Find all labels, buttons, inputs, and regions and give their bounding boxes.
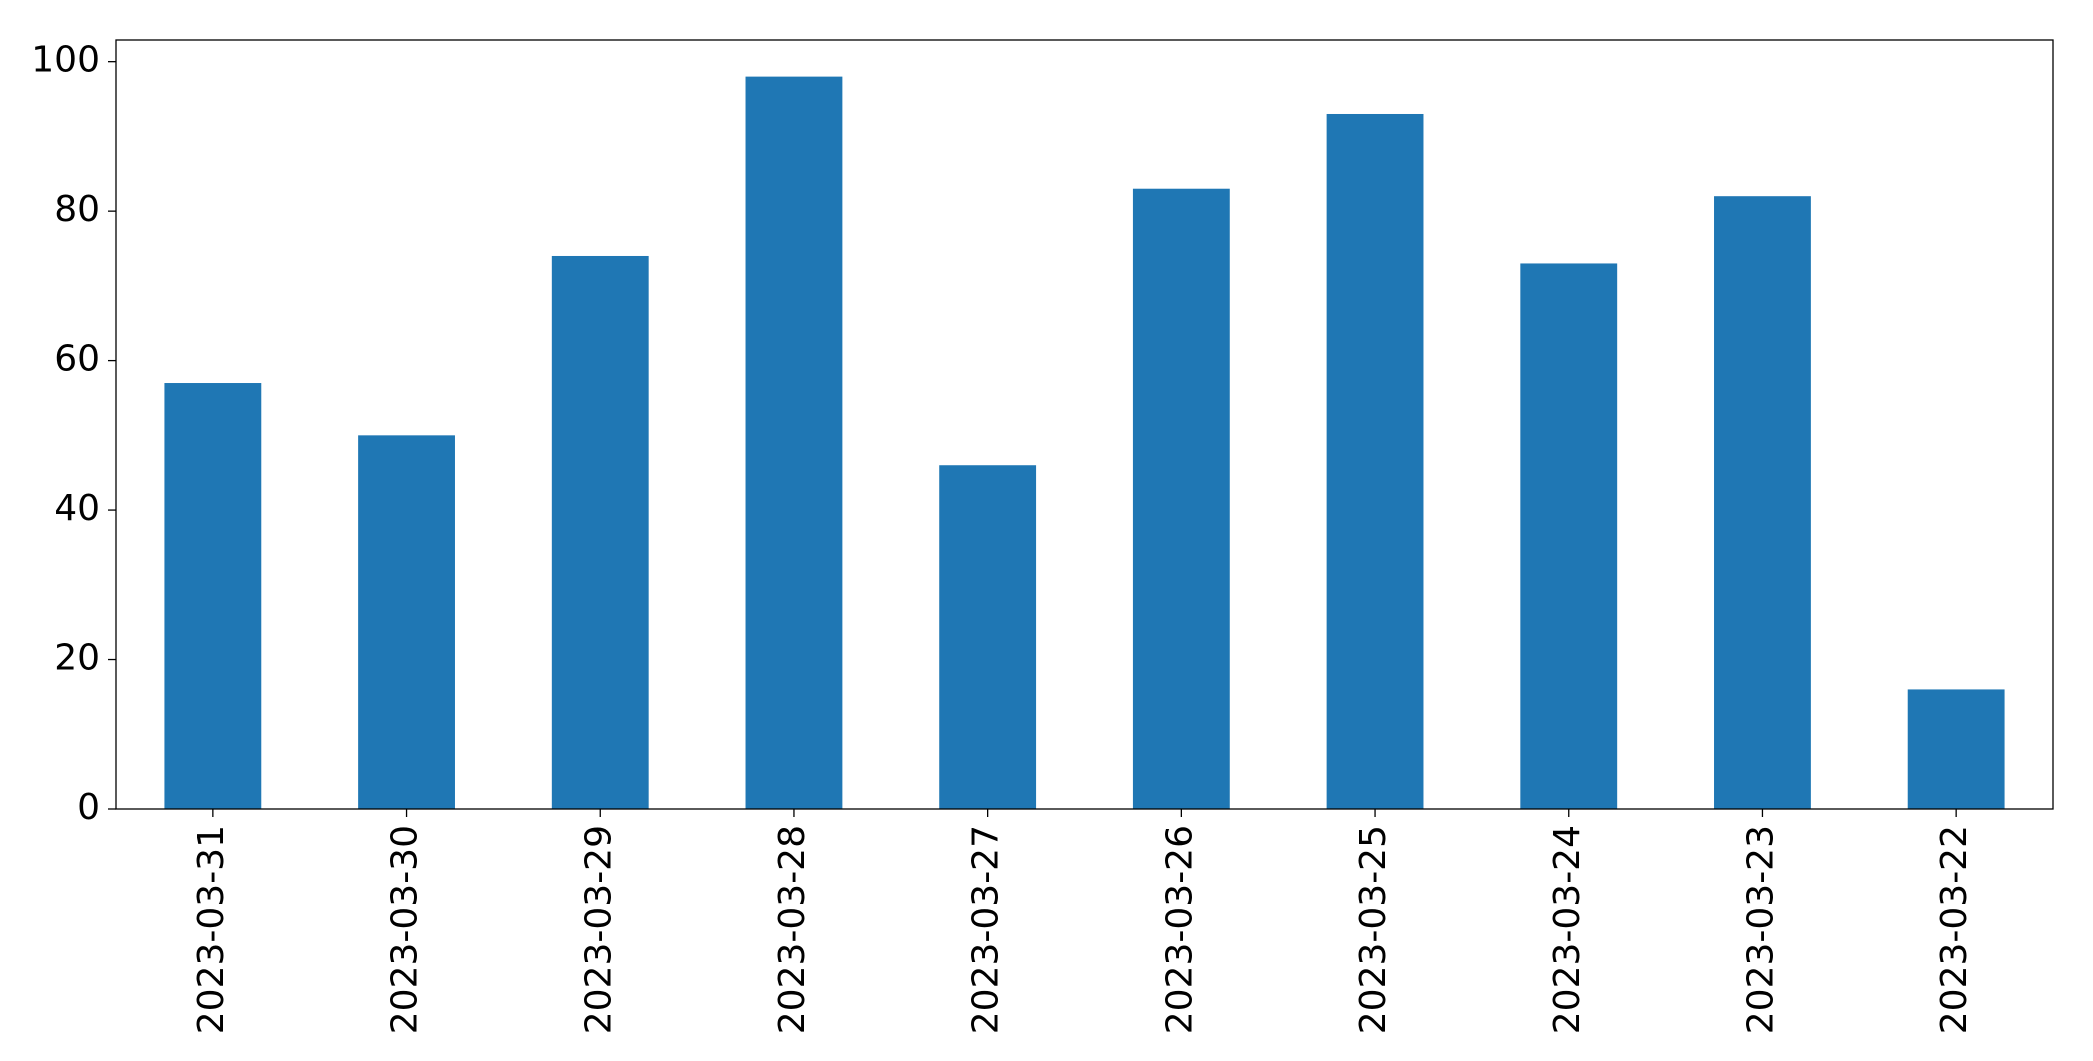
y-tick-label: 80 [54, 189, 100, 230]
axes-frame [115, 39, 2054, 810]
x-tick-label: 2023-03-31 [191, 825, 232, 1034]
x-tick-label: 2023-03-26 [1159, 825, 1200, 1034]
y-tick-label: 100 [31, 40, 100, 81]
bar [1520, 263, 1618, 809]
x-tick-label: 2023-03-23 [1740, 825, 1781, 1034]
x-tick-label: 2023-03-29 [578, 825, 619, 1034]
bar [551, 255, 649, 809]
bar [939, 465, 1037, 809]
bar [358, 435, 455, 809]
y-tick-label: 0 [77, 787, 100, 828]
x-tick-label: 2023-03-30 [385, 825, 426, 1034]
x-tick-label: 2023-03-22 [1934, 825, 1975, 1034]
bar [1132, 188, 1230, 810]
x-tick-label: 2023-03-27 [966, 825, 1007, 1034]
y-tick-label: 40 [54, 488, 100, 529]
y-tick-label: 60 [54, 339, 100, 380]
y-tick-label: 20 [54, 638, 100, 679]
bar [1907, 689, 2005, 809]
bar [745, 76, 843, 810]
x-tick-label: 2023-03-28 [772, 825, 813, 1034]
bar [1326, 113, 1424, 810]
x-tick-label: 2023-03-24 [1547, 825, 1588, 1034]
bar [164, 383, 262, 809]
bar [1714, 196, 1811, 809]
x-tick-label: 2023-03-25 [1353, 825, 1394, 1034]
